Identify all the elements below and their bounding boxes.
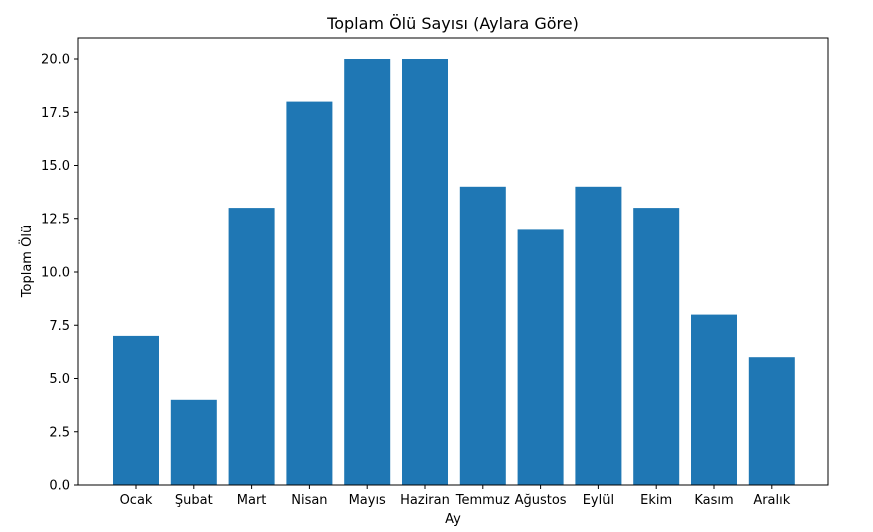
- y-axis: 0.0 2.5 5.0 7.5 10.0 12.5 15.0 17.5 20.0: [41, 53, 78, 494]
- bar-9: [633, 208, 680, 485]
- x-tick-label: Mart: [237, 493, 267, 508]
- y-tick-label: 15.0: [41, 159, 70, 174]
- bar-7: [517, 229, 564, 485]
- x-tick-label: Aralık: [753, 493, 790, 508]
- x-tick-label: Mayıs: [349, 493, 386, 508]
- bar-10: [691, 314, 737, 485]
- bar-4: [344, 59, 391, 485]
- x-tick-label: Ağustos: [515, 493, 567, 508]
- x-axis: Ocak Şubat Mart Nisan Mayıs Haziran Temmuz Ağus…: [120, 485, 791, 508]
- bars-group: [113, 59, 795, 486]
- x-tick-label: Ocak: [120, 493, 153, 508]
- y-axis-label: Toplam Ölü: [18, 225, 35, 298]
- y-tick-label: 12.5: [41, 212, 70, 227]
- x-axis-label: Ay: [445, 512, 461, 527]
- y-tick-label: 10.0: [41, 266, 70, 281]
- x-tick-label: Şubat: [175, 493, 213, 508]
- x-tick-label: Haziran: [400, 493, 450, 508]
- bar-1: [170, 399, 217, 485]
- x-tick-label: Temmuz: [455, 493, 510, 508]
- bar-8: [575, 186, 622, 486]
- x-tick-label: Kasım: [694, 493, 733, 508]
- y-tick-label: 20.0: [41, 53, 70, 68]
- x-tick-label: Nisan: [291, 493, 327, 508]
- y-tick-label: 2.5: [49, 425, 70, 440]
- y-tick-label: 5.0: [49, 372, 70, 387]
- bar-5: [402, 59, 448, 485]
- bar-3: [286, 101, 333, 485]
- chart-title: Toplam Ölü Sayısı (Aylara Göre): [326, 14, 579, 33]
- bar-11: [748, 357, 795, 485]
- x-tick-label: Ekim: [640, 493, 672, 508]
- y-tick-label: 17.5: [41, 106, 70, 121]
- bar-6: [459, 186, 506, 486]
- y-tick-label: 7.5: [49, 319, 70, 334]
- x-tick-label: Eylül: [583, 493, 614, 508]
- plot-frame: [77, 37, 829, 486]
- bar-2: [228, 208, 275, 485]
- y-tick-label: 0.0: [49, 479, 70, 494]
- bar-0: [113, 335, 159, 485]
